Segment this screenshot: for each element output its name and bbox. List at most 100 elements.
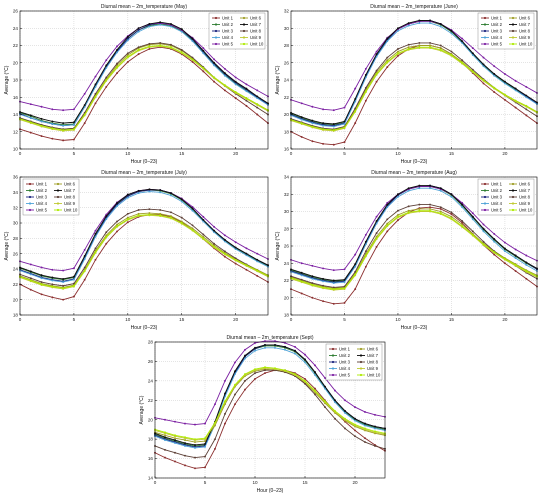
legend-entry-6: Unit 6 (54, 182, 76, 187)
legend-label: Unit 9 (519, 35, 531, 40)
data-point (264, 343, 266, 346)
data-point (332, 109, 335, 112)
y-tick-label: 24 (148, 378, 154, 383)
data-point (284, 342, 286, 344)
legend-swatch-marker (511, 208, 515, 212)
data-point (223, 234, 226, 237)
data-point (105, 231, 108, 234)
data-point (397, 54, 399, 57)
legend-swatch-marker (483, 23, 487, 26)
data-point (170, 194, 172, 197)
x-axis-label: Hour (0–23) (131, 325, 158, 331)
data-point (418, 187, 421, 190)
y-tick-label: 24 (13, 267, 19, 272)
data-point (256, 274, 259, 277)
legend-entry-6: Unit 6 (240, 16, 262, 21)
series-line (154, 369, 386, 469)
legend-swatch-marker (359, 373, 363, 377)
data-point (51, 283, 54, 286)
data-point (29, 270, 32, 273)
legend-label: Unit 1 (222, 16, 234, 21)
data-point (40, 117, 43, 120)
legend-label: Unit 5 (222, 42, 234, 47)
data-point (284, 348, 286, 351)
y-tick-label: 14 (13, 112, 19, 117)
data-point (29, 117, 32, 119)
data-point (332, 125, 335, 128)
data-point (407, 211, 410, 214)
data-point (354, 263, 357, 266)
data-point (364, 422, 366, 425)
data-point (450, 54, 453, 56)
legend-entry-5: Unit 5 (26, 208, 48, 213)
data-point (245, 104, 248, 107)
data-point (159, 23, 162, 26)
x-tick-label: 5 (343, 151, 346, 156)
data-point (51, 137, 54, 140)
data-point (300, 122, 303, 125)
data-point (429, 206, 431, 209)
data-point (429, 187, 431, 190)
data-point (471, 230, 474, 233)
data-point (159, 214, 162, 217)
data-point (105, 76, 108, 79)
data-point (314, 393, 316, 396)
data-point (224, 412, 226, 415)
legend-label: Unit 1 (339, 347, 351, 352)
x-tick-label: 20 (233, 151, 239, 156)
legend-entry-4: Unit 4 (329, 366, 351, 371)
data-point (40, 135, 43, 138)
data-point (126, 196, 129, 199)
data-point (407, 187, 410, 190)
data-point (300, 118, 303, 121)
data-point (514, 254, 517, 257)
data-point (311, 283, 314, 286)
legend-swatch-marker (483, 29, 487, 33)
data-point (304, 382, 306, 385)
data-point (386, 206, 389, 209)
legend-swatch-marker (331, 354, 335, 357)
legend-label: Unit 8 (519, 195, 531, 200)
y-tick-label: 32 (284, 9, 290, 14)
data-point (116, 220, 118, 223)
data-point (264, 340, 266, 342)
data-point (72, 121, 75, 124)
data-point (439, 187, 442, 190)
data-point (180, 48, 183, 51)
data-point (83, 248, 86, 251)
data-point (72, 282, 75, 285)
data-point (493, 240, 496, 243)
legend-entry-4: Unit 4 (481, 35, 503, 40)
legend-box (208, 12, 266, 50)
legend-swatch-marker (331, 373, 335, 377)
data-point (514, 270, 517, 272)
x-tick-label: 0 (19, 151, 22, 156)
data-point (213, 244, 216, 247)
data-point (164, 436, 166, 439)
legend-entry-1: Unit 1 (26, 182, 48, 187)
x-tick-label: 5 (343, 317, 346, 322)
data-point (180, 222, 183, 224)
data-point (493, 253, 496, 256)
data-point (300, 274, 303, 277)
data-point (40, 283, 43, 286)
data-point (311, 264, 314, 267)
y-tick-label: 26 (13, 9, 19, 14)
data-point (204, 422, 206, 425)
legend-swatch-marker (483, 208, 487, 212)
data-point (354, 273, 357, 276)
x-tick-label: 0 (290, 151, 293, 156)
data-point (191, 227, 194, 230)
legend-entry-3: Unit 3 (212, 29, 234, 34)
data-point (503, 93, 506, 96)
chart-panel-may: 10 12 14 16 18 20 22 24 26 0 5 10 15 20 Diurnal mean –… (4, 4, 269, 165)
data-point (386, 230, 389, 233)
data-point (234, 370, 236, 373)
data-point (234, 361, 236, 364)
data-point (213, 58, 216, 61)
data-point (274, 367, 276, 370)
x-axis-label: Hour (0–23) (401, 159, 428, 165)
data-point (343, 301, 346, 304)
data-point (274, 343, 276, 346)
data-point (450, 213, 453, 216)
